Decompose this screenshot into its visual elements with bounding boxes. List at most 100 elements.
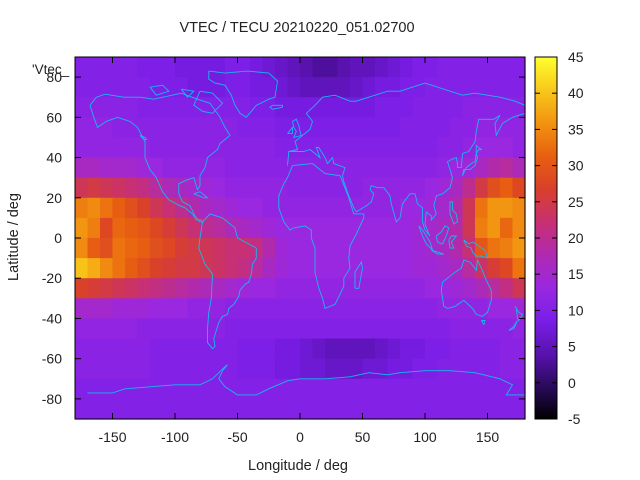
heatmap-cell: [437, 358, 451, 380]
heatmap-cell: [212, 258, 226, 279]
heatmap-cell: [362, 77, 376, 98]
heatmap-cell: [237, 378, 251, 400]
coastline: [462, 153, 478, 176]
heatmap-cell: [187, 137, 201, 159]
heatmap-cell: [437, 97, 451, 118]
heatmap-cell: [100, 318, 114, 340]
heatmap-cell: [87, 318, 101, 340]
heatmap-cell: [412, 137, 426, 159]
heatmap-cell: [437, 318, 451, 340]
heatmap-cell: [237, 197, 251, 219]
heatmap-cell: [125, 177, 139, 199]
heatmap-cell: [400, 97, 414, 118]
heatmap-cell: [150, 238, 164, 259]
heatmap-cell: [450, 197, 464, 219]
heatmap-cell: [75, 278, 89, 299]
heatmap-cell: [300, 378, 314, 400]
heatmap-cell: [125, 318, 139, 340]
heatmap-cell: [112, 298, 126, 320]
heatmap-cell: [375, 358, 389, 380]
heatmap-cell: [200, 358, 214, 380]
heatmap-cell: [87, 137, 101, 159]
heatmap-cell: [162, 258, 176, 279]
heatmap-cell: [162, 378, 176, 400]
heatmap-cell: [437, 378, 451, 400]
heatmap-cell: [512, 157, 526, 179]
heatmap-cell: [337, 117, 351, 139]
heatmap-cell: [237, 258, 251, 279]
heatmap-cell: [175, 197, 189, 219]
heatmap-cell: [75, 398, 89, 420]
heatmap-cell: [237, 157, 251, 179]
coastline: [208, 70, 278, 118]
heatmap-cell: [112, 318, 126, 340]
heatmap-cell: [212, 298, 226, 320]
heatmap-cell: [412, 278, 426, 299]
heatmap-cell: [337, 197, 351, 219]
heatmap-cell: [275, 117, 289, 139]
heatmap-cell: [487, 298, 501, 320]
heatmap-cell: [375, 298, 389, 320]
heatmap-cell: [187, 398, 201, 420]
heatmap-cell: [512, 117, 526, 139]
heatmap-cell: [225, 278, 239, 299]
heatmap-cell: [150, 217, 164, 239]
heatmap-cell: [325, 137, 339, 159]
heatmap-cell: [425, 137, 439, 159]
heatmap-cell: [300, 318, 314, 340]
heatmap-cell: [512, 398, 526, 420]
heatmap-cell: [312, 197, 326, 219]
heatmap-cell: [437, 197, 451, 219]
heatmap-cell: [225, 177, 239, 199]
heatmap-cell: [87, 157, 101, 179]
heatmap-cell: [500, 338, 514, 360]
heatmap-cell: [150, 137, 164, 159]
heatmap-cell: [487, 77, 501, 98]
heatmap-cell: [350, 398, 364, 420]
heatmap-cell: [387, 217, 401, 239]
coastline: [287, 82, 526, 166]
heatmap-cell: [225, 358, 239, 380]
heatmap-cell: [200, 137, 214, 159]
heatmap-cell: [387, 57, 401, 78]
heatmap-cell: [412, 358, 426, 380]
heatmap-cell: [137, 258, 151, 279]
heatmap-cell: [487, 278, 501, 299]
x-tick-label: 150: [476, 429, 500, 445]
heatmap-cell: [175, 298, 189, 320]
heatmap-cell: [287, 398, 301, 420]
heatmap-cell: [87, 117, 101, 139]
heatmap-cell: [100, 197, 114, 219]
heatmap-cell: [275, 398, 289, 420]
heatmap-cell: [212, 338, 226, 360]
heatmap-cell: [400, 117, 414, 139]
heatmap-cell: [512, 358, 526, 380]
x-axis-label: Longitude / deg: [248, 458, 348, 474]
heatmap-cell: [337, 358, 351, 380]
heatmap-cell: [175, 177, 189, 199]
heatmap-cell: [125, 157, 139, 179]
heatmap-cell: [112, 278, 126, 299]
heatmap-cell: [212, 177, 226, 199]
heatmap-cell: [487, 157, 501, 179]
heatmap-cell: [237, 398, 251, 420]
heatmap-cell: [325, 117, 339, 139]
heatmap-cell: [225, 398, 239, 420]
heatmap-cell: [187, 197, 201, 219]
heatmap-cell: [350, 97, 364, 118]
heatmap-cell: [125, 298, 139, 320]
heatmap-cell: [437, 77, 451, 98]
heatmap-cell: [212, 358, 226, 380]
heatmap-cell: [175, 278, 189, 299]
heatmap-cell: [262, 318, 276, 340]
heatmap-cell: [500, 358, 514, 380]
heatmap-cell: [412, 338, 426, 360]
heatmap-cell: [387, 318, 401, 340]
heatmap-cell: [300, 97, 314, 118]
heatmap-cell: [387, 398, 401, 420]
heatmap-cell: [175, 238, 189, 259]
heatmap-cell: [262, 238, 276, 259]
heatmap-cell: [75, 318, 89, 340]
heatmap-cell: [75, 197, 89, 219]
heatmap-cell: [425, 298, 439, 320]
